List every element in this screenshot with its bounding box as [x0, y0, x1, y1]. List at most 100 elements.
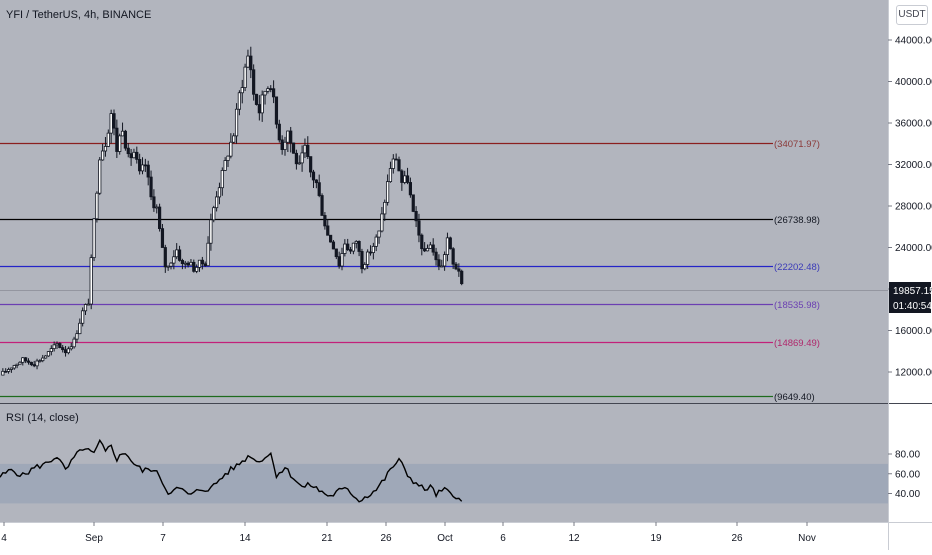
- candle-body: [160, 228, 165, 248]
- candle-body: [75, 333, 79, 340]
- time-axis-label: 12: [568, 533, 580, 544]
- candle-body: [366, 251, 370, 265]
- candle-body: [257, 104, 261, 114]
- level-label: (9649.40): [774, 392, 815, 403]
- candle-body: [385, 181, 390, 203]
- candle-body: [72, 338, 76, 348]
- candle-body: [140, 164, 145, 172]
- candle-body: [371, 245, 375, 253]
- time-axis-label: 26: [380, 533, 392, 544]
- time-axis-label: 26: [731, 533, 743, 544]
- rsi-axis-label: 40.00: [895, 489, 920, 500]
- candle-body: [18, 361, 22, 365]
- candle-body: [229, 141, 233, 157]
- candle-body: [112, 113, 116, 129]
- candle-body: [81, 310, 85, 324]
- candle-body: [214, 196, 219, 209]
- candle-body: [183, 262, 187, 265]
- rsi-line: [0, 438, 463, 503]
- candle-body: [428, 244, 432, 249]
- candle-body: [29, 361, 33, 366]
- candle-body: [203, 263, 207, 267]
- candle-body: [95, 192, 99, 220]
- price-axis-label: 24000.00: [895, 243, 932, 254]
- candle-body: [172, 256, 176, 264]
- candle-body: [266, 88, 270, 92]
- candle-body: [383, 201, 387, 215]
- candle-body: [126, 147, 130, 155]
- candle-body: [254, 93, 259, 105]
- candle-body: [314, 179, 318, 184]
- candle-body: [103, 146, 108, 152]
- candle-body: [129, 153, 133, 159]
- candle-body: [306, 144, 310, 157]
- candle-body: [38, 360, 42, 363]
- candle-body: [169, 262, 173, 267]
- candle-body: [197, 259, 202, 268]
- candle-body: [69, 346, 73, 350]
- candle-body: [280, 139, 284, 150]
- candle-body: [323, 215, 327, 227]
- candle-body: [454, 263, 458, 270]
- level-label: (22202.48): [774, 262, 820, 273]
- time-axis-label: 7: [160, 533, 166, 544]
- currency-badge[interactable]: USDT: [896, 5, 928, 25]
- price-axis-label: 44000.00: [895, 36, 932, 47]
- chart-title: YFI / TetherUS, 4h, BINANCE: [6, 9, 152, 21]
- candle-body: [157, 206, 162, 230]
- time-axis-label: 6: [500, 533, 506, 544]
- candle-body: [394, 158, 398, 161]
- candle-body: [331, 241, 336, 250]
- candle-body: [155, 206, 159, 209]
- candle-body: [303, 144, 307, 154]
- candle-body: [360, 251, 364, 270]
- candle-body: [24, 357, 28, 362]
- candle-body: [132, 151, 136, 159]
- candle-body: [271, 88, 276, 98]
- time-axis-label: 4: [1, 533, 7, 544]
- candle-body: [61, 347, 65, 351]
- candle-body: [192, 261, 196, 272]
- candle-body: [423, 248, 427, 252]
- candle-body: [343, 243, 347, 254]
- price-axis-label: 32000.00: [895, 160, 932, 171]
- level-label: (18535.98): [774, 300, 820, 311]
- candle-body: [460, 270, 464, 285]
- candle-body: [320, 195, 324, 216]
- candle-body: [354, 241, 358, 244]
- candle-body: [442, 254, 447, 267]
- candle-body: [286, 130, 290, 143]
- candle-body: [118, 135, 122, 152]
- countdown-label: 01:40:54: [893, 301, 932, 312]
- candle-body: [249, 55, 253, 71]
- candle-body: [217, 187, 222, 198]
- candle-body: [403, 175, 407, 183]
- candle-body: [175, 249, 179, 258]
- candle-body: [189, 261, 193, 266]
- candle-body: [252, 69, 256, 95]
- candle-body: [294, 152, 299, 165]
- candle-body: [340, 253, 344, 267]
- candle-body: [109, 113, 113, 134]
- price-axis-label: 28000.00: [895, 202, 932, 213]
- candle-body: [15, 363, 19, 366]
- rsi-band: [0, 463, 888, 504]
- candle-body: [163, 247, 167, 268]
- candle-body: [46, 351, 51, 357]
- label-layer: 19857.15 01:40:54: [889, 282, 932, 313]
- time-axis-label: 14: [239, 533, 251, 544]
- candle-body: [263, 90, 267, 96]
- candle-body: [363, 264, 367, 270]
- candle-body: [58, 343, 62, 348]
- candle-body: [297, 162, 301, 165]
- candle-body: [1, 370, 5, 376]
- candle-body: [351, 242, 356, 252]
- candle-body: [120, 130, 125, 137]
- candle-body: [146, 164, 150, 178]
- candles: [1, 46, 464, 376]
- candle-body: [326, 225, 330, 236]
- rsi-axis-label: 80.00: [895, 450, 920, 461]
- candle-body: [374, 236, 378, 247]
